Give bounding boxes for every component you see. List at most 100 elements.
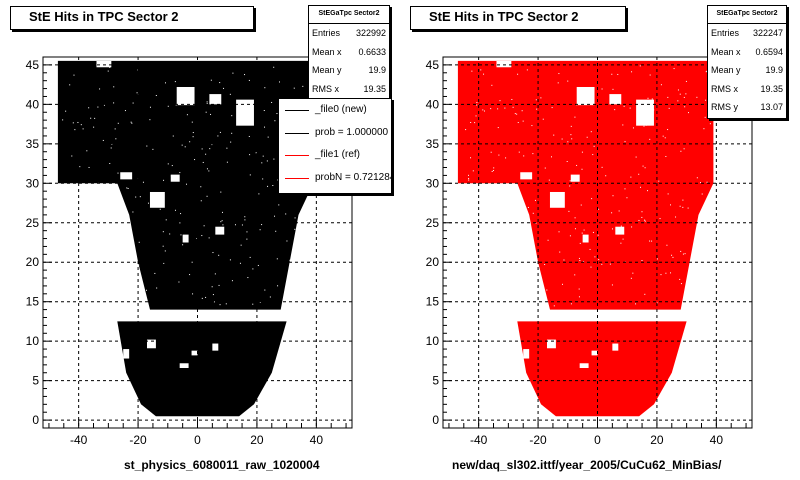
left-hit-gap	[64, 301, 66, 303]
left-hit-gap	[246, 231, 248, 233]
right-hit-gap	[551, 107, 553, 109]
right-hit-gap	[598, 208, 600, 210]
left-hit-gap	[124, 110, 126, 112]
right-hit-gap	[553, 134, 555, 136]
left-hit-gap	[293, 263, 295, 265]
left-hit-gap	[102, 288, 104, 290]
right-hit-gap	[687, 207, 689, 209]
right-hit-gap	[709, 123, 711, 125]
right-hit-gap	[665, 155, 667, 157]
left-dead-pad	[236, 99, 254, 126]
legend-entry: _file1 (ref)	[279, 144, 391, 167]
right-hit-gap	[525, 222, 527, 224]
right-stats-row: RMS x 19.35	[711, 83, 783, 94]
left-dead-pad	[179, 363, 189, 369]
right-hit-gap	[561, 283, 563, 285]
right-hit-gap	[579, 242, 581, 244]
left-hit-gap	[172, 135, 174, 137]
right-hit-gap	[601, 88, 603, 90]
right-hit-gap	[482, 109, 484, 111]
right-hit-gap	[638, 219, 640, 221]
left-hit-gap	[279, 81, 281, 83]
right-hit-gap	[701, 193, 703, 195]
left-hit-gap	[252, 303, 254, 305]
right-y-tick-label: 20	[426, 255, 440, 269]
right-hit-gap	[541, 286, 543, 288]
left-hit-gap	[305, 299, 307, 301]
right-hit-gap	[641, 216, 643, 218]
left-hit-gap	[218, 254, 220, 256]
right-hit-gap	[689, 298, 691, 300]
right-hit-gap	[499, 100, 501, 102]
left-y-tick-label: 40	[26, 97, 40, 111]
left-hit-gap	[249, 174, 251, 176]
left-hit-gap	[152, 148, 154, 150]
left-hit-gap	[145, 289, 147, 291]
left-hit-gap	[208, 170, 210, 172]
left-hit-gap	[76, 207, 78, 209]
left-hit-gap	[115, 214, 117, 216]
right-hit-gap	[558, 231, 560, 233]
left-hit-gap	[205, 153, 207, 155]
right-hit-gap	[649, 240, 651, 242]
legend-entry: probN = 0.721284	[279, 167, 391, 190]
right-hit-gap	[677, 89, 679, 91]
right-hit-gap	[476, 101, 478, 103]
left-hit-gap	[107, 277, 109, 279]
left-hit-gap	[72, 122, 74, 124]
right-stats-row: Mean x 0.6594	[711, 46, 783, 57]
right-hit-gap	[491, 84, 493, 86]
left-hit-gap	[180, 213, 182, 215]
left-dead-pad	[96, 60, 112, 68]
right-hit-gap	[669, 204, 671, 206]
right-hit-gap	[578, 296, 580, 298]
left-hit-gap	[273, 66, 275, 68]
left-hit-gap	[189, 141, 191, 143]
left-legend: _file0 (new) prob = 1.000000 _file1 (ref…	[278, 98, 392, 194]
right-hit-gap	[569, 185, 571, 187]
left-hit-gap	[170, 175, 172, 177]
left-hit-gap	[247, 277, 249, 279]
right-hit-gap	[706, 294, 708, 296]
right-hit-gap	[567, 80, 569, 82]
legend-entry: _file0 (new)	[279, 99, 391, 122]
right-hit-gap	[706, 70, 708, 72]
left-hit-gap	[113, 86, 115, 88]
right-hit-gap	[647, 190, 649, 192]
left-stats-title: StEGaTpc Sector2	[309, 6, 389, 24]
right-hit-gap	[525, 294, 527, 296]
right-hit-gap	[683, 96, 685, 98]
right-hit-gap	[547, 239, 549, 241]
right-hit-gap	[483, 73, 485, 75]
left-hit-gap	[74, 129, 76, 131]
left-hit-gap	[304, 223, 306, 225]
left-stats-row: RMS x 19.35	[312, 83, 386, 94]
right-hit-gap	[589, 248, 591, 250]
left-hit-gap	[191, 121, 193, 123]
right-hit-gap	[679, 205, 681, 207]
left-hit-gap	[111, 184, 113, 186]
right-hit-gap	[668, 107, 670, 109]
left-hit-gap	[194, 159, 196, 161]
right-hit-gap	[635, 303, 637, 305]
left-x-tick-label: 0	[194, 433, 201, 447]
right-hit-gap	[470, 121, 472, 123]
left-hit-gap	[302, 249, 304, 251]
right-y-tick-label: 30	[426, 176, 440, 190]
right-hit-gap	[581, 168, 583, 170]
left-hit-gap	[210, 79, 212, 81]
left-hit-gap	[167, 105, 169, 107]
left-hit-gap	[115, 215, 117, 217]
right-hit-gap	[531, 125, 533, 127]
left-hit-gap	[127, 187, 129, 189]
left-hit-gap	[84, 196, 86, 198]
right-hit-gap	[651, 240, 653, 242]
left-dead-pad	[170, 174, 180, 182]
left-hit-gap	[302, 85, 304, 87]
right-hit-gap	[695, 286, 697, 288]
left-hit-gap	[117, 172, 119, 174]
right-hit-gap	[486, 257, 488, 259]
left-hit-gap	[276, 113, 278, 115]
left-hit-gap	[132, 102, 134, 104]
left-hit-gap	[71, 255, 73, 257]
